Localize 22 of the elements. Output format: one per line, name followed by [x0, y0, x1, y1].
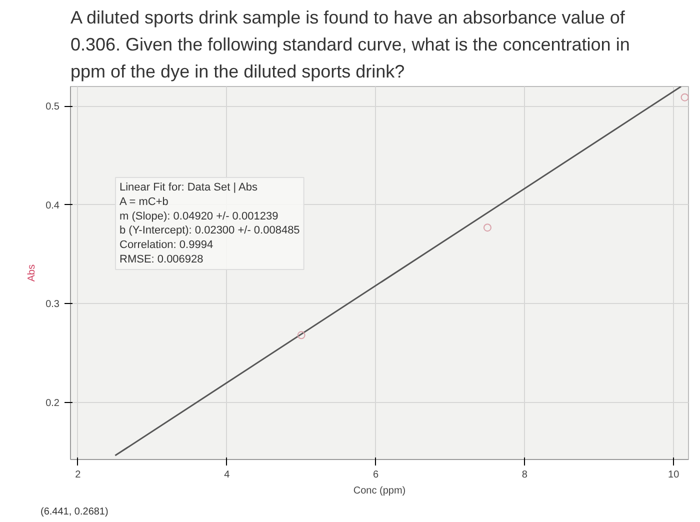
point	[483, 224, 492, 232]
y-tick-label: 0.5	[46, 102, 60, 113]
point	[680, 93, 688, 102]
text: (6.441, 0.2681)	[40, 506, 108, 518]
annotation: m (Slope): 0.04920 +/- 0.001239	[120, 210, 278, 222]
y-tick-label: 0.2	[46, 398, 60, 409]
x-axis-title: Conc (ppm)	[353, 486, 406, 496]
annotation: RMSE: 0.006928	[120, 254, 204, 266]
chart-title: A diluted sports drink sample is found to have an absorbance value of 0.306. Given the following standard curve, what is the concentration in ppm of the dye in the diluted sports drink?	[70, 8, 630, 82]
annotation: Correlation: 0.9994	[120, 239, 214, 252]
point	[297, 331, 306, 340]
y-axis-title: Abs	[26, 264, 38, 282]
x-tick-label: 2	[75, 470, 82, 480]
y-tick-label: 0.3	[46, 299, 60, 310]
x-tick-label: 8	[522, 470, 528, 480]
annotation: Linear Fit for: Data Set | Abs	[120, 182, 258, 194]
x-tick-label: 4	[224, 470, 230, 480]
annotation: b (Y-Intercept): 0.02300 +/- 0.008485	[120, 224, 300, 237]
annotation: A = mC+b	[120, 196, 168, 208]
x-tick-label: 10	[668, 470, 680, 480]
x-tick-label: 6	[372, 470, 379, 480]
y-tick-label: 0.4	[46, 200, 60, 212]
